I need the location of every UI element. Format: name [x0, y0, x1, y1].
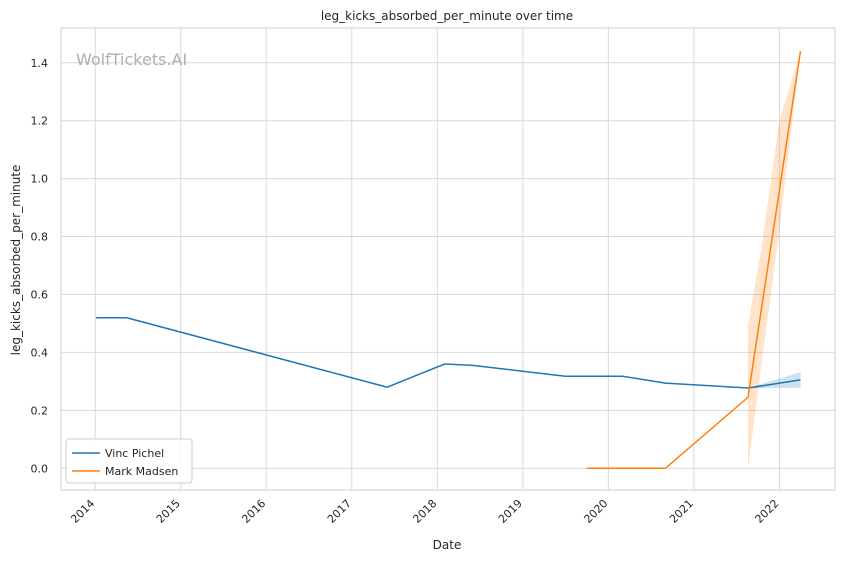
- y-tick-label: 1.4: [31, 57, 49, 70]
- series-line-mark-madsen: [586, 51, 802, 470]
- y-axis-ticks: 0.0 0.2 0.4 0.6 0.8 1.0 1.2 1.4: [31, 57, 49, 476]
- series-line-vinc-pichel: [96, 316, 801, 389]
- y-tick-label: 0.8: [31, 231, 49, 244]
- watermark: WolfTickets.AI: [76, 50, 187, 69]
- x-tick-label: 2022: [753, 497, 782, 526]
- x-tick-label: 2017: [325, 497, 354, 526]
- y-tick-label: 0.4: [31, 346, 49, 359]
- x-axis-label: Date: [433, 538, 462, 552]
- y-tick-label: 1.0: [31, 173, 49, 186]
- legend-label-vinc-pichel: Vinc Pichel: [105, 447, 164, 460]
- x-tick-label: 2016: [239, 497, 268, 526]
- legend: Vinc Pichel Mark Madsen: [65, 438, 193, 484]
- legend-label-mark-madsen: Mark Madsen: [105, 465, 178, 478]
- y-tick-label: 1.2: [31, 115, 49, 128]
- series-lines: [96, 51, 802, 470]
- y-tick-label: 0.0: [31, 462, 49, 475]
- x-tick-label: 2021: [667, 497, 696, 526]
- x-tick-label: 2018: [410, 497, 439, 526]
- x-axis-ticks: 2014 2015 2016 2017 2018 2019 2020 2021 2022: [68, 497, 781, 526]
- chart-title: leg_kicks_absorbed_per_minute over time: [321, 9, 573, 23]
- y-tick-label: 0.2: [31, 404, 49, 417]
- x-tick-label: 2019: [496, 497, 525, 526]
- confidence-band-mark-madsen: [748, 51, 801, 469]
- x-tick-label: 2014: [68, 497, 97, 526]
- confidence-band-vinc-pichel: [748, 372, 801, 388]
- grid: [61, 28, 835, 490]
- x-tick-label: 2015: [154, 497, 183, 526]
- confidence-bands: [748, 51, 801, 469]
- legend-box: [65, 438, 193, 484]
- y-tick-label: 0.6: [31, 288, 49, 301]
- x-tick-label: 2020: [581, 497, 610, 526]
- y-axis-label: leg_kicks_absorbed_per_minute: [9, 165, 23, 356]
- plot-area: [60, 27, 836, 491]
